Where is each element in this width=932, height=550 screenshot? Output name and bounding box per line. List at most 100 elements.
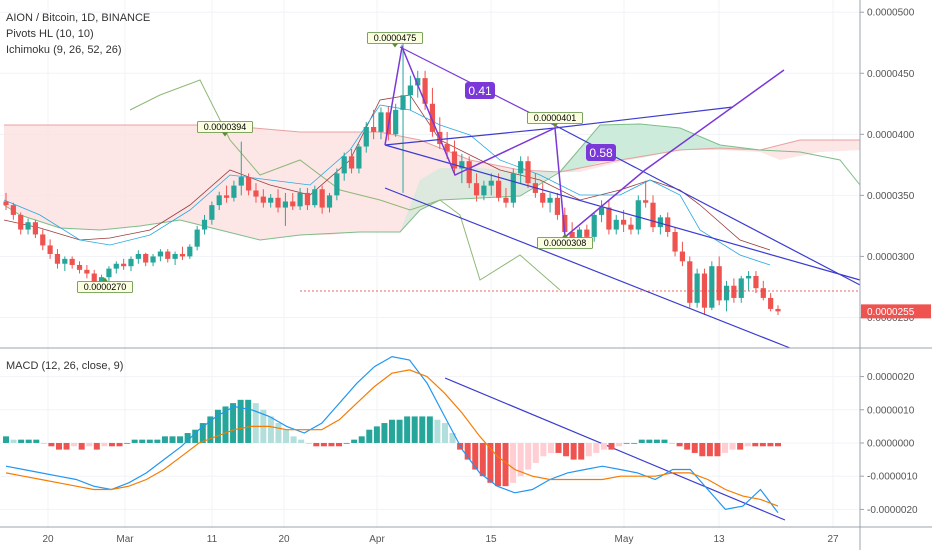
macd-histogram-bar — [192, 429, 199, 443]
candle-body — [157, 251, 163, 257]
macd-histogram-bar — [653, 439, 660, 443]
macd-histogram-bar — [55, 442, 62, 450]
macd-histogram-bar — [578, 442, 585, 460]
pivot-label-text: 0.0000270 — [84, 282, 127, 292]
candle-body — [326, 195, 333, 208]
candle-body — [554, 197, 561, 215]
macd-histogram-bar — [343, 442, 350, 444]
candle-body — [18, 214, 24, 230]
price-tick-label: 0.0000400 — [867, 130, 915, 141]
candle-body — [576, 229, 583, 240]
candle-body — [459, 161, 465, 169]
candle-body — [268, 197, 274, 203]
price-tick-label: 0.0000500 — [867, 8, 915, 19]
candle-body — [621, 219, 627, 225]
macd-histogram-bar — [638, 439, 645, 443]
macd-histogram-bar — [33, 439, 40, 443]
macd-histogram-bar — [3, 436, 9, 443]
candle-body — [407, 85, 413, 96]
candle — [429, 87, 436, 137]
macd-histogram-bar — [10, 439, 17, 443]
candle — [275, 189, 281, 213]
macd-tick-label: 0.0000020 — [867, 372, 915, 383]
macd-histogram-bar — [759, 442, 766, 447]
candle-body — [209, 205, 215, 220]
time-tick-label: 11 — [207, 534, 218, 545]
candle-body — [76, 264, 83, 270]
candle — [496, 173, 502, 202]
candle-body — [429, 103, 436, 132]
macd-histogram-bar — [48, 442, 55, 447]
candle-body — [422, 78, 428, 104]
macd-histogram-bar — [767, 442, 774, 447]
fib-ratio-label: 0.58 — [586, 144, 616, 161]
candle — [363, 122, 369, 153]
candle-body — [496, 180, 502, 198]
macd-histogram-bar — [86, 442, 93, 447]
macd-histogram-bar — [608, 442, 615, 450]
macd-histogram-bar — [290, 436, 297, 443]
macd-histogram-bar — [464, 442, 471, 460]
price-candles — [3, 42, 781, 316]
candle — [738, 275, 744, 303]
candle — [488, 173, 494, 196]
macd-histogram-bar — [298, 439, 305, 443]
candle-body — [47, 245, 53, 254]
candle-body — [135, 253, 141, 259]
candle-body — [312, 189, 318, 206]
macd-histogram-bar — [714, 442, 721, 457]
candle — [723, 280, 730, 312]
pivot-label-pointer — [102, 277, 108, 282]
macd-histogram-bar — [570, 442, 577, 460]
candle — [76, 261, 83, 274]
candle — [775, 305, 781, 316]
candle-body — [201, 219, 208, 230]
macd-histogram-bar — [623, 442, 630, 444]
candle — [113, 261, 119, 274]
candle-body — [400, 95, 406, 110]
candle-body — [635, 200, 641, 230]
macd-histogram-bar — [684, 442, 691, 450]
candle-body — [598, 207, 605, 215]
candle — [268, 194, 274, 208]
candle-body — [451, 151, 458, 169]
candle-body — [709, 266, 715, 308]
candle-body — [304, 192, 311, 206]
macd-histogram-bar — [510, 442, 517, 483]
fib-ratio-box — [465, 82, 495, 99]
candle — [32, 219, 39, 239]
candle — [179, 246, 186, 261]
candle — [231, 180, 237, 202]
candle — [709, 261, 715, 311]
candle-body — [745, 275, 752, 279]
candle — [62, 256, 68, 272]
candle-body — [694, 273, 700, 303]
macd-histogram-bar — [752, 442, 759, 447]
candle-body — [569, 232, 575, 240]
macd-histogram-bar — [699, 442, 706, 457]
candle — [679, 241, 686, 267]
candle-body — [481, 185, 487, 196]
pivot-label-high: 0.0000394 — [197, 121, 253, 137]
candle — [451, 140, 458, 174]
time-tick-label: May — [615, 534, 634, 545]
candle-body — [687, 261, 693, 303]
indicator-pivots: Pivots HL (10, 10) — [6, 28, 94, 40]
macd-histogram-bar — [139, 439, 146, 443]
time-tick-label: 13 — [713, 534, 725, 545]
macd-histogram-bar — [351, 439, 358, 443]
candle — [510, 168, 516, 208]
candle — [650, 195, 656, 232]
macd-tick-label: 0.0000010 — [867, 405, 915, 416]
price-tick-label: 0.0000350 — [867, 191, 915, 202]
macd-histogram-bar — [600, 442, 607, 450]
candle-body — [282, 201, 288, 208]
candle — [657, 214, 663, 235]
candle-body — [723, 285, 730, 301]
macd-histogram-bar — [366, 429, 373, 443]
candle — [54, 249, 61, 269]
candle — [481, 180, 487, 201]
time-tick-label: 27 — [827, 534, 839, 545]
candle-body — [518, 161, 524, 174]
